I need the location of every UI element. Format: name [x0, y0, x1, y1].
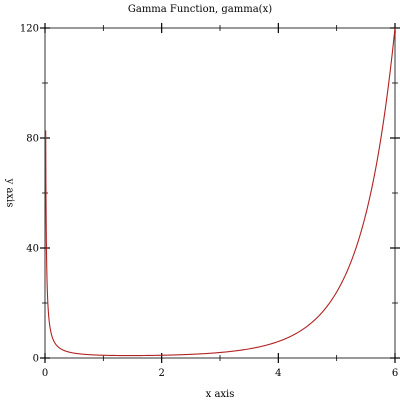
x-tick-label: 0	[42, 368, 48, 379]
axis-tick-labels: 0 2 4 6 0 40 80 120	[20, 24, 398, 380]
y-tick-label: 40	[26, 244, 39, 255]
y-tick-label: 0	[33, 354, 39, 365]
y-tick-label: 80	[26, 134, 39, 145]
axis-ticks	[40, 23, 400, 363]
x-tick-label: 6	[392, 368, 398, 379]
x-tick-label: 2	[158, 368, 164, 379]
x-axis-label: x axis	[206, 389, 235, 400]
y-tick-label: 120	[20, 24, 39, 35]
chart-title: Gamma Function, gamma(x)	[128, 4, 272, 15]
y-axis-label: y axis	[4, 178, 15, 208]
series-line-gamma	[45, 27, 396, 357]
x-tick-label: 4	[275, 368, 281, 379]
plot-frame	[44, 27, 396, 359]
